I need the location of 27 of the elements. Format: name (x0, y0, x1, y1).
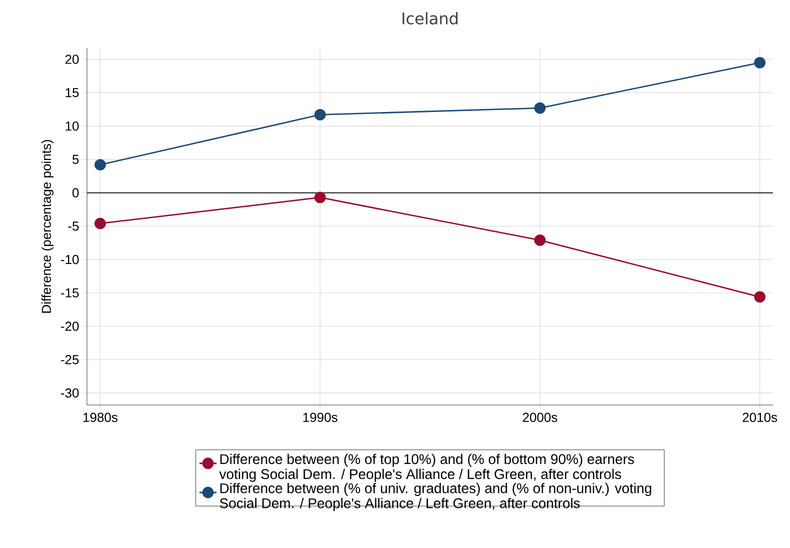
point (314, 192, 326, 204)
point (534, 102, 546, 114)
chart-title: Iceland (402, 12, 458, 24)
y-tick-label: 15 (66, 88, 79, 98)
point (754, 291, 766, 303)
x-tick-label: 1980s (83, 412, 118, 422)
y-tick-label: -25 (60, 355, 79, 364)
point (314, 109, 326, 120)
point (94, 218, 106, 230)
y-tick-label: 0 (72, 188, 79, 198)
y-tick-label: 5 (72, 154, 79, 164)
y-tick-label: 10 (66, 121, 79, 131)
point (534, 234, 546, 246)
y-tick-label: -10 (60, 254, 79, 264)
y-axis-title: Difference (percentage points) (41, 140, 54, 313)
x-tick-label: 2000s (522, 412, 558, 422)
y-tick-label: -15 (60, 288, 79, 298)
y-tick-label: -30 (60, 388, 79, 398)
legend-label: Difference between (% of top 10%) and (% of bottom 90%) earners voting Social Dem. / People's Alliance / Left Green, after controls (219, 454, 634, 482)
y-tick-label: 20 (65, 54, 79, 64)
point (94, 159, 106, 170)
y-tick-label: -5 (68, 222, 79, 231)
legend-label: Difference between (% of univ. graduates) and (% of non-univ.) voting Social Dem. / People's Alliance / Left Green, after controls (220, 482, 652, 511)
y-tick-label: -20 (60, 322, 79, 331)
x-tick-label: 2010s (742, 412, 778, 422)
point (754, 56, 766, 68)
x-tick-label: 1990s (303, 412, 338, 422)
